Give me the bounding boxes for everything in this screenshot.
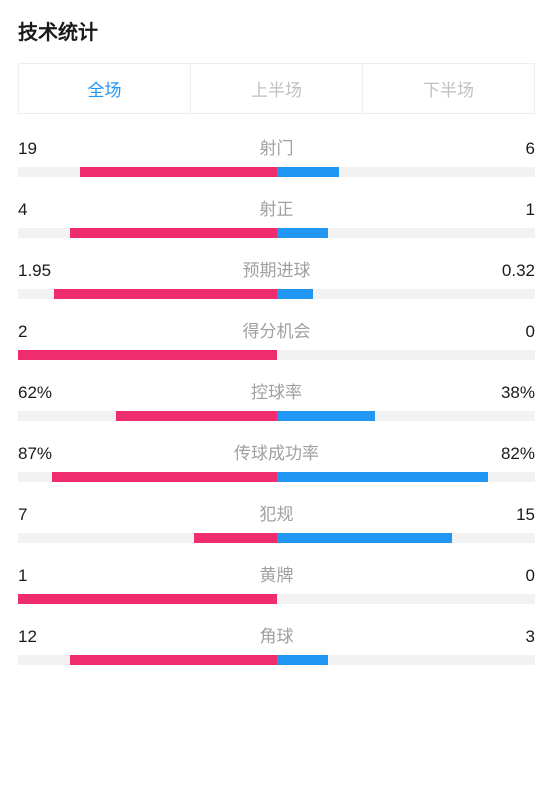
stat-right-value: 1 bbox=[495, 200, 535, 220]
bar-left-fill bbox=[52, 472, 277, 482]
bar-left-fill bbox=[18, 350, 277, 360]
stat-row: 62%控球率38% bbox=[18, 378, 535, 421]
stat-labels: 2得分机会0 bbox=[18, 317, 535, 342]
stat-row: 7犯规15 bbox=[18, 500, 535, 543]
bar-left-fill bbox=[18, 594, 277, 604]
stat-bar bbox=[18, 472, 535, 482]
stat-bar bbox=[18, 533, 535, 543]
stats-container: 19射门64射正11.95预期进球0.322得分机会062%控球率38%87%传… bbox=[18, 134, 535, 665]
stat-left-value: 62% bbox=[18, 383, 58, 403]
tab-1[interactable]: 上半场 bbox=[191, 64, 363, 113]
stat-left-value: 1 bbox=[18, 566, 58, 586]
bar-left-fill bbox=[116, 411, 276, 421]
stat-labels: 12角球3 bbox=[18, 622, 535, 647]
bar-left-fill bbox=[80, 167, 276, 177]
stat-left-value: 12 bbox=[18, 627, 58, 647]
stat-row: 1.95预期进球0.32 bbox=[18, 256, 535, 299]
bar-right-half bbox=[277, 167, 536, 177]
stat-bar bbox=[18, 228, 535, 238]
bar-right-half bbox=[277, 594, 536, 604]
bar-left-half bbox=[18, 472, 277, 482]
bar-right-half bbox=[277, 472, 536, 482]
bar-right-half bbox=[277, 533, 536, 543]
bar-left-half bbox=[18, 533, 277, 543]
stat-name: 角球 bbox=[58, 622, 495, 647]
stat-right-value: 6 bbox=[495, 139, 535, 159]
stat-left-value: 2 bbox=[18, 322, 58, 342]
stat-labels: 62%控球率38% bbox=[18, 378, 535, 403]
bar-left-half bbox=[18, 289, 277, 299]
stat-name: 得分机会 bbox=[58, 317, 495, 342]
bar-left-half bbox=[18, 655, 277, 665]
stat-left-value: 19 bbox=[18, 139, 58, 159]
stat-bar bbox=[18, 289, 535, 299]
stat-name: 犯规 bbox=[58, 500, 495, 525]
stat-row: 12角球3 bbox=[18, 622, 535, 665]
stat-labels: 1.95预期进球0.32 bbox=[18, 256, 535, 281]
stat-right-value: 82% bbox=[495, 444, 535, 464]
tab-0[interactable]: 全场 bbox=[19, 64, 191, 113]
stat-name: 黄牌 bbox=[58, 561, 495, 586]
bar-right-fill bbox=[277, 533, 453, 543]
bar-left-fill bbox=[194, 533, 277, 543]
stat-right-value: 15 bbox=[495, 505, 535, 525]
stat-row: 2得分机会0 bbox=[18, 317, 535, 360]
bar-left-fill bbox=[70, 228, 277, 238]
stat-left-value: 1.95 bbox=[18, 261, 58, 281]
stat-row: 87%传球成功率82% bbox=[18, 439, 535, 482]
stat-name: 射正 bbox=[58, 195, 495, 220]
stat-bar bbox=[18, 655, 535, 665]
stat-right-value: 38% bbox=[495, 383, 535, 403]
bar-right-half bbox=[277, 289, 536, 299]
stat-right-value: 3 bbox=[495, 627, 535, 647]
stat-name: 预期进球 bbox=[58, 256, 495, 281]
stat-left-value: 7 bbox=[18, 505, 58, 525]
tab-2[interactable]: 下半场 bbox=[363, 64, 534, 113]
stat-left-value: 87% bbox=[18, 444, 58, 464]
bar-right-fill bbox=[277, 472, 489, 482]
stat-bar bbox=[18, 167, 535, 177]
bar-right-half bbox=[277, 228, 536, 238]
bar-right-fill bbox=[277, 289, 313, 299]
stat-labels: 19射门6 bbox=[18, 134, 535, 159]
stat-bar bbox=[18, 350, 535, 360]
stat-name: 传球成功率 bbox=[58, 439, 495, 464]
page-title: 技术统计 bbox=[18, 16, 535, 45]
bar-left-half bbox=[18, 411, 277, 421]
time-tabs: 全场上半场下半场 bbox=[18, 63, 535, 114]
stat-name: 控球率 bbox=[58, 378, 495, 403]
bar-left-half bbox=[18, 228, 277, 238]
bar-right-fill bbox=[277, 655, 329, 665]
bar-left-half bbox=[18, 350, 277, 360]
stat-right-value: 0.32 bbox=[495, 261, 535, 281]
bar-left-half bbox=[18, 167, 277, 177]
stat-row: 4射正1 bbox=[18, 195, 535, 238]
stat-labels: 7犯规15 bbox=[18, 500, 535, 525]
stat-row: 19射门6 bbox=[18, 134, 535, 177]
stat-bar bbox=[18, 594, 535, 604]
stat-bar bbox=[18, 411, 535, 421]
stat-labels: 87%传球成功率82% bbox=[18, 439, 535, 464]
bar-right-half bbox=[277, 350, 536, 360]
stat-right-value: 0 bbox=[495, 566, 535, 586]
stat-right-value: 0 bbox=[495, 322, 535, 342]
bar-right-fill bbox=[277, 167, 339, 177]
bar-left-fill bbox=[70, 655, 277, 665]
bar-right-half bbox=[277, 411, 536, 421]
stat-left-value: 4 bbox=[18, 200, 58, 220]
bar-right-fill bbox=[277, 228, 329, 238]
stat-labels: 4射正1 bbox=[18, 195, 535, 220]
bar-right-fill bbox=[277, 411, 375, 421]
bar-left-half bbox=[18, 594, 277, 604]
stat-name: 射门 bbox=[58, 134, 495, 159]
stat-row: 1黄牌0 bbox=[18, 561, 535, 604]
stat-labels: 1黄牌0 bbox=[18, 561, 535, 586]
bar-left-fill bbox=[54, 289, 276, 299]
bar-right-half bbox=[277, 655, 536, 665]
